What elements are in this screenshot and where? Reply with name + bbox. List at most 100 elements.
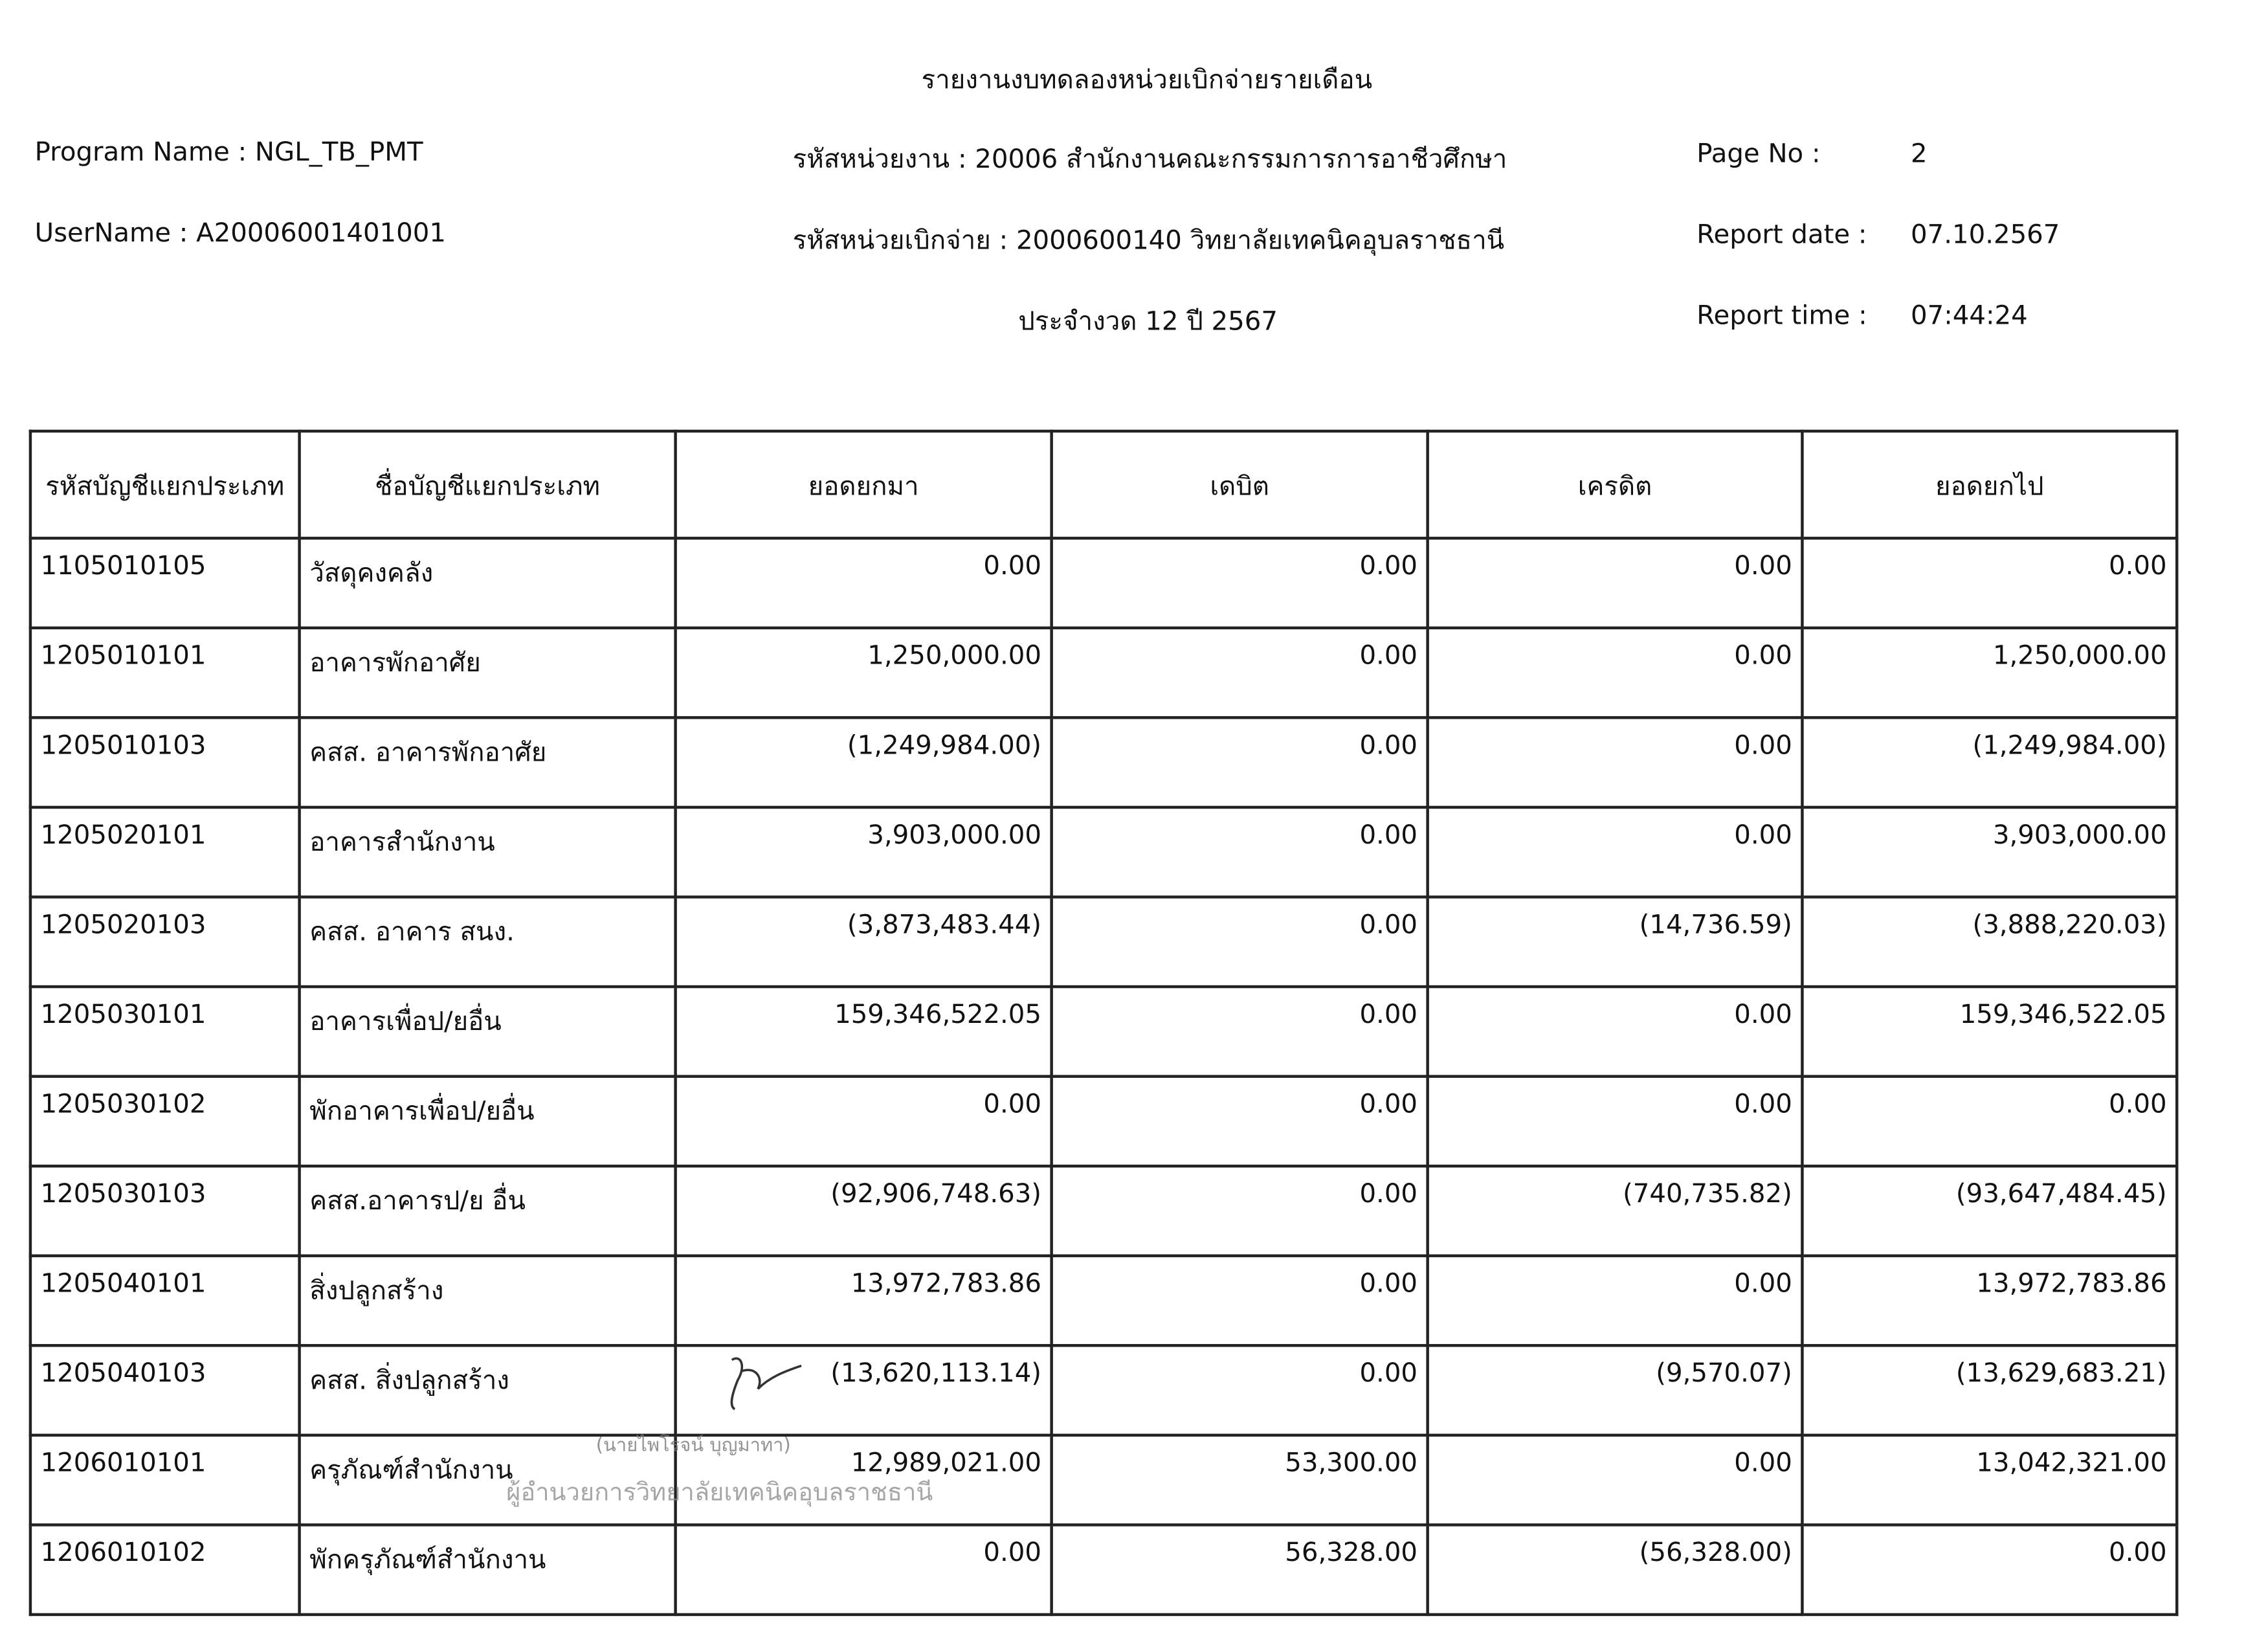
- cell-closing-balance: 0.00: [1801, 1075, 2179, 1168]
- cell-account-name: อาคารสำนักงาน: [298, 805, 677, 899]
- cell-closing-balance: (13,629,683.21): [1801, 1344, 2179, 1437]
- cell-debit: 0.00: [1050, 805, 1429, 899]
- cell-opening-balance: (92,906,748.63): [674, 1164, 1053, 1257]
- header-account-name: ชื่อบัญชีแยกประเภท: [298, 429, 677, 540]
- table-row: 1205020103 คสส. อาคาร สนง. (3,873,483.44) 0…: [28, 895, 2179, 989]
- cell-debit: 0.00: [1050, 716, 1429, 809]
- username: UserName : A20006001401001: [34, 218, 446, 249]
- cell-debit: 0.00: [1050, 626, 1429, 719]
- cell-debit: 0.00: [1050, 895, 1429, 989]
- stamp-position: ผู้อำนวยการวิทยาลัยเทคนิคอุบลราชธานี: [506, 1478, 933, 1508]
- cell-opening-balance: 0.00: [674, 1075, 1053, 1168]
- cell-account-code: 1205040101: [28, 1254, 301, 1347]
- cell-account-name: คสส. อาคารพักอาศัย: [298, 716, 677, 809]
- table-row: 1205010103 คสส. อาคารพักอาศัย (1,249,984.0…: [28, 716, 2179, 809]
- report-date-label: Report date :: [1696, 219, 1867, 251]
- cell-closing-balance: 13,042,321.00: [1801, 1433, 2179, 1527]
- cell-debit: 0.00: [1050, 1164, 1429, 1257]
- table-row: 1205010101 อาคารพักอาศัย 1,250,000.00 0.00 0…: [28, 626, 2179, 719]
- cell-account-name: วัสดุคงคลัง: [298, 537, 677, 630]
- cell-account-code: 1105010105: [28, 537, 301, 630]
- cell-opening-balance: 1,250,000.00: [674, 626, 1053, 719]
- page-no-label: Page No :: [1696, 139, 1821, 170]
- signature-icon: [730, 1357, 802, 1411]
- cell-account-code: 1206010102: [28, 1523, 301, 1617]
- cell-account-code: 1205010103: [28, 716, 301, 809]
- cell-debit: 0.00: [1050, 1075, 1429, 1168]
- cell-account-name: พักครุภัณฑ์สำนักงาน: [298, 1523, 677, 1617]
- cell-credit: (740,735.82): [1426, 1164, 1804, 1257]
- cell-closing-balance: (1,249,984.00): [1801, 716, 2179, 809]
- cell-opening-balance: (3,873,483.44): [674, 895, 1053, 989]
- cell-credit: 0.00: [1426, 716, 1804, 809]
- cell-account-code: 1205030102: [28, 1075, 301, 1168]
- cell-debit: 56,328.00: [1050, 1523, 1429, 1617]
- cell-account-code: 1206010101: [28, 1433, 301, 1527]
- cell-credit: 0.00: [1426, 537, 1804, 630]
- cell-debit: 0.00: [1050, 985, 1429, 1078]
- cell-closing-balance: 0.00: [1801, 537, 2179, 630]
- cell-credit: 0.00: [1426, 1433, 1804, 1527]
- stamp-name: (นายไพโรจน์ บุญมาทา): [595, 1435, 791, 1457]
- table-row: 1105010105 วัสดุคงคลัง 0.00 0.00 0.00 0.00: [28, 537, 2179, 630]
- page-no: 2: [1911, 139, 1928, 170]
- trial-balance-table: รหัสบัญชีแยกประเภท ชื่อบัญชีแยกประเภท ยอ…: [28, 429, 2179, 1617]
- period: ประจำงวด 12 ปี 2567: [1018, 306, 1278, 337]
- program-name: Program Name : NGL_TB_PMT: [34, 137, 423, 168]
- cell-account-name: อาคารพักอาศัย: [298, 626, 677, 719]
- cell-account-name: คสส.อาคารป/ย อื่น: [298, 1164, 677, 1257]
- table-row: 1205040103 คสส. สิ่งปลูกสร้าง (13,620,113.…: [28, 1344, 2179, 1437]
- table-row: 1205030102 พักอาคารเพื่อป/ยอื่น 0.00 0.00 0.…: [28, 1075, 2179, 1168]
- header-closing-balance: ยอดยกไป: [1801, 429, 2179, 540]
- cell-opening-balance: (13,620,113.14): [674, 1344, 1053, 1437]
- cell-credit: (14,736.59): [1426, 895, 1804, 989]
- cell-closing-balance: 1,250,000.00: [1801, 626, 2179, 719]
- cell-account-code: 1205020101: [28, 805, 301, 899]
- cell-account-code: 1205030103: [28, 1164, 301, 1257]
- cell-closing-balance: 13,972,783.86: [1801, 1254, 2179, 1347]
- cell-account-code: 1205040103: [28, 1344, 301, 1437]
- table-row: 1205030101 อาคารเพื่อป/ยอื่น 159,346,522.0…: [28, 985, 2179, 1078]
- cell-opening-balance: 12,989,021.00: [674, 1433, 1053, 1527]
- report-date: 07.10.2567: [1911, 219, 2060, 251]
- cell-opening-balance: 0.00: [674, 1523, 1053, 1617]
- table-row: 1205040101 สิ่งปลูกสร้าง 13,972,783.86 0.00…: [28, 1254, 2179, 1347]
- cell-account-name: อาคารเพื่อป/ยอื่น: [298, 985, 677, 1078]
- table-row: 1206010101 ครุภัณฑ์สำนักงาน 12,989,021.00 5…: [28, 1433, 2179, 1527]
- cell-credit: 0.00: [1426, 1075, 1804, 1168]
- cell-credit: 0.00: [1426, 1254, 1804, 1347]
- table-header-row: รหัสบัญชีแยกประเภท ชื่อบัญชีแยกประเภท ยอ…: [28, 429, 2179, 540]
- cell-debit: 53,300.00: [1050, 1433, 1429, 1527]
- cell-opening-balance: 159,346,522.05: [674, 985, 1053, 1078]
- header-account-code: รหัสบัญชีแยกประเภท: [28, 429, 301, 540]
- cell-credit: 0.00: [1426, 805, 1804, 899]
- table-row: 1206010102 พักครุภัณฑ์สำนักงาน 0.00 56,328.…: [28, 1523, 2179, 1617]
- header-credit: เครดิต: [1426, 429, 1804, 540]
- cell-account-code: 1205020103: [28, 895, 301, 989]
- cell-credit: (56,328.00): [1426, 1523, 1804, 1617]
- cell-closing-balance: 159,346,522.05: [1801, 985, 2179, 1078]
- cell-opening-balance: 13,972,783.86: [674, 1254, 1053, 1347]
- report-title: รายงานงบทดลองหน่วยเบิกจ่ายรายเดือน: [921, 65, 1373, 96]
- cell-opening-balance: 0.00: [674, 537, 1053, 630]
- cell-account-name: พักอาคารเพื่อป/ยอื่น: [298, 1075, 677, 1168]
- cell-debit: 0.00: [1050, 1344, 1429, 1437]
- cell-credit: 0.00: [1426, 985, 1804, 1078]
- cell-credit: (9,570.07): [1426, 1344, 1804, 1437]
- cell-closing-balance: 3,903,000.00: [1801, 805, 2179, 899]
- cell-account-name: คสส. อาคาร สนง.: [298, 895, 677, 989]
- cell-account-name: สิ่งปลูกสร้าง: [298, 1254, 677, 1347]
- table-row: 1205020101 อาคารสำนักงาน 3,903,000.00 0.00 0…: [28, 805, 2179, 899]
- cell-account-name: ครุภัณฑ์สำนักงาน: [298, 1433, 677, 1527]
- cell-closing-balance: (3,888,220.03): [1801, 895, 2179, 989]
- cell-account-name: คสส. สิ่งปลูกสร้าง: [298, 1344, 677, 1437]
- cell-closing-balance: (93,647,484.45): [1801, 1164, 2179, 1257]
- report-time: 07:44:24: [1911, 300, 2028, 331]
- report-time-label: Report time :: [1696, 300, 1867, 331]
- header-opening-balance: ยอดยกมา: [674, 429, 1053, 540]
- cell-debit: 0.00: [1050, 1254, 1429, 1347]
- cell-account-code: 1205030101: [28, 985, 301, 1078]
- cell-opening-balance: 3,903,000.00: [674, 805, 1053, 899]
- cell-opening-balance: (1,249,984.00): [674, 716, 1053, 809]
